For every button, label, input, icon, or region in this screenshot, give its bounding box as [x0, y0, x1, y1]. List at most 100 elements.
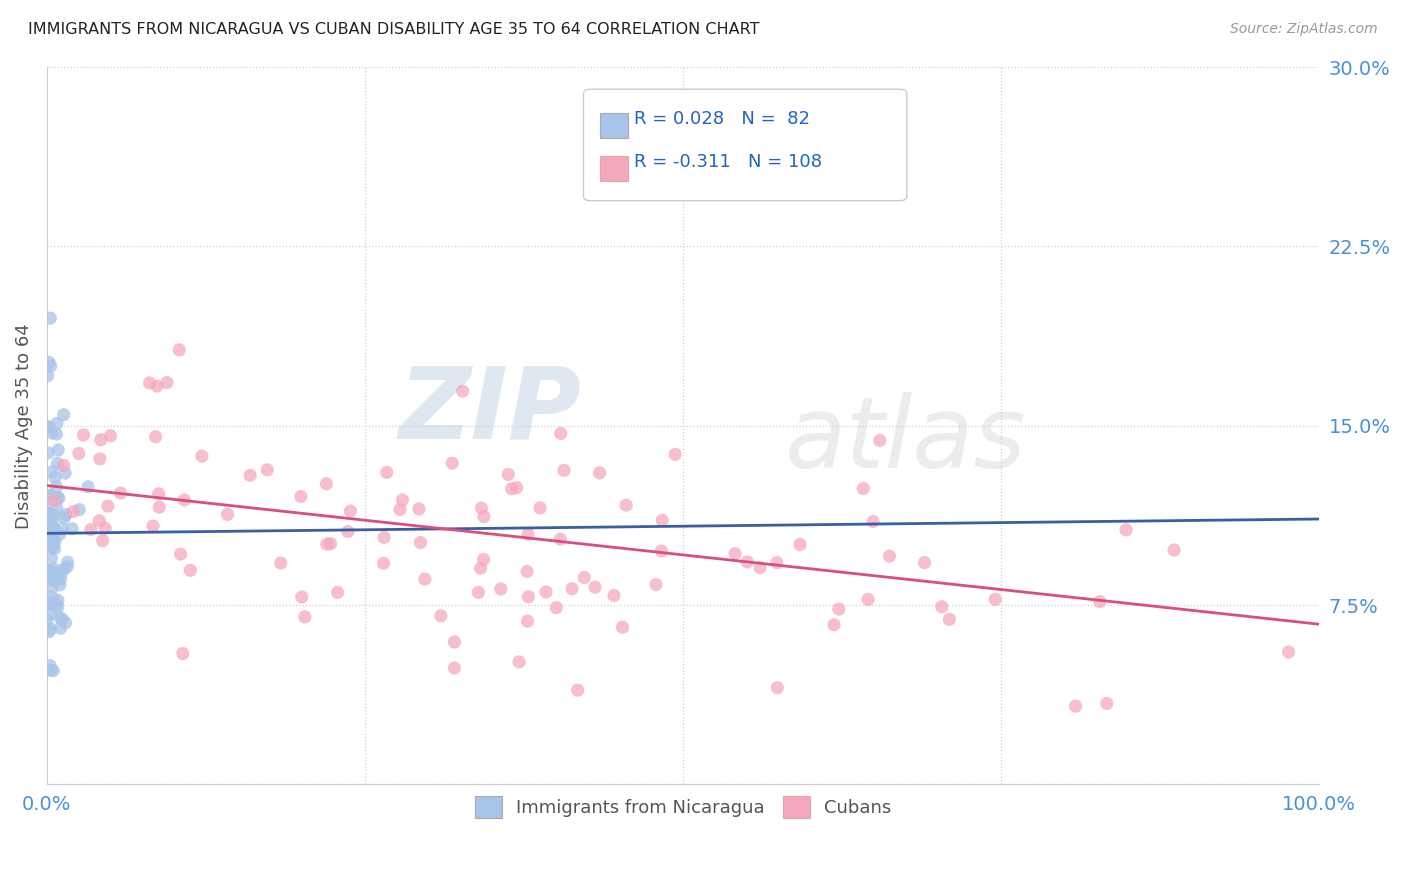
Point [41, 519, 63, 533]
Point [38, 624, 60, 639]
Point [1163, 543, 1185, 558]
Point [553, 463, 575, 477]
Point [37, 563, 59, 577]
Point [42, 522, 65, 536]
Point [38, 507, 60, 521]
Point [37, 566, 59, 580]
Point [46, 593, 69, 607]
Point [37, 446, 59, 460]
Point [41, 425, 63, 440]
Point [55, 508, 77, 522]
Point [339, 504, 361, 518]
Text: R = 0.028   N =  82: R = 0.028 N = 82 [634, 110, 810, 128]
Point [60, 522, 83, 536]
Point [39, 530, 62, 544]
Point [664, 447, 686, 461]
Point [550, 426, 572, 441]
Point [735, 555, 758, 569]
Point [49, 611, 72, 625]
Point [294, 610, 316, 624]
Point [39, 488, 62, 502]
Point [39, 359, 62, 373]
Point [879, 549, 901, 564]
Point [148, 487, 170, 501]
Point [39, 489, 62, 503]
Point [173, 492, 195, 507]
Point [326, 585, 349, 599]
Point [39, 525, 62, 540]
Point [489, 582, 512, 596]
Point [41, 541, 63, 555]
Point [46, 598, 69, 612]
Point [52, 563, 75, 577]
Point [42, 531, 65, 545]
Point [77, 480, 100, 494]
Point [39, 539, 62, 553]
Point [42, 508, 65, 522]
Point [41, 551, 63, 566]
Point [62, 504, 84, 518]
Point [44, 574, 66, 588]
Point [90, 433, 112, 447]
Point [517, 590, 540, 604]
Point [766, 681, 789, 695]
Point [100, 428, 122, 442]
Point [583, 580, 606, 594]
Point [80, 523, 103, 537]
Point [1095, 697, 1118, 711]
Point [291, 590, 314, 604]
Point [451, 384, 474, 398]
Point [38, 419, 60, 434]
Point [39, 596, 62, 610]
Point [501, 482, 523, 496]
Point [869, 434, 891, 448]
Point [138, 376, 160, 390]
Point [142, 519, 165, 533]
Point [45, 501, 67, 516]
Point [470, 501, 492, 516]
Point [938, 612, 960, 626]
Point [534, 585, 557, 599]
Point [49, 572, 72, 586]
Point [290, 490, 312, 504]
Point [508, 655, 530, 669]
Point [49, 567, 72, 582]
Point [37, 612, 59, 626]
Point [823, 617, 845, 632]
Point [828, 602, 851, 616]
Point [41, 581, 63, 595]
Point [156, 376, 179, 390]
Point [39, 622, 62, 636]
Point [375, 466, 398, 480]
Point [89, 514, 111, 528]
Point [529, 500, 551, 515]
Point [645, 577, 668, 591]
Point [169, 547, 191, 561]
Point [39, 565, 62, 579]
Point [388, 502, 411, 516]
Point [1064, 699, 1087, 714]
Point [42, 537, 65, 551]
Point [1088, 595, 1111, 609]
Point [39, 607, 62, 621]
Point [984, 592, 1007, 607]
Point [37, 535, 59, 549]
Point [89, 451, 111, 466]
Point [766, 556, 789, 570]
Text: ZIP: ZIP [398, 363, 581, 460]
Point [53, 510, 76, 524]
Point [319, 536, 342, 550]
Point [373, 530, 395, 544]
Point [55, 615, 77, 630]
Point [603, 589, 626, 603]
Point [42, 538, 65, 552]
Point [441, 456, 464, 470]
Point [42, 664, 65, 678]
Point [336, 524, 359, 539]
Point [146, 379, 169, 393]
Point [41, 566, 63, 580]
Point [614, 498, 637, 512]
Point [46, 442, 69, 457]
Point [49, 578, 72, 592]
Point [373, 556, 395, 570]
